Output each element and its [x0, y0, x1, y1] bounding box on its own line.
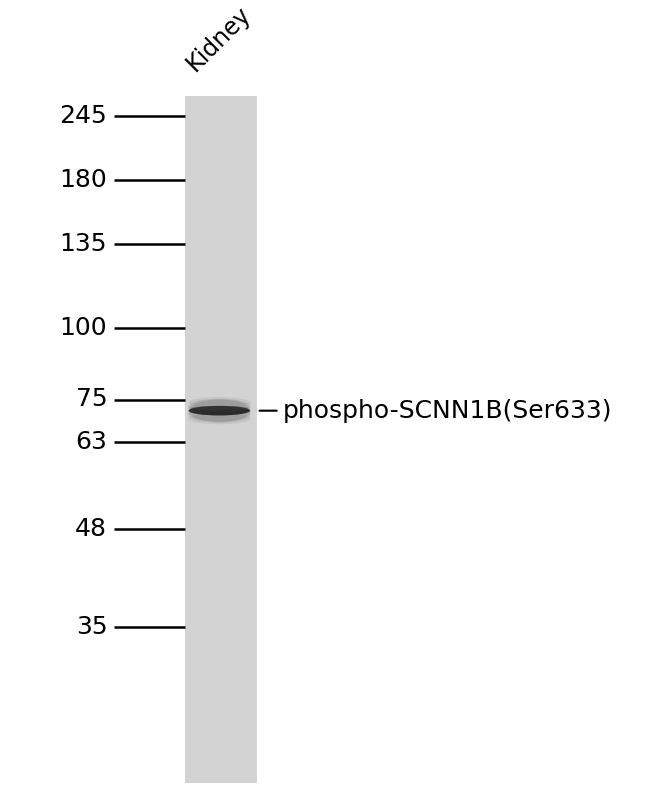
- Ellipse shape: [188, 413, 251, 424]
- Bar: [185, 96, 257, 783]
- Ellipse shape: [190, 406, 248, 411]
- Text: 245: 245: [60, 104, 107, 128]
- Text: 100: 100: [60, 316, 107, 340]
- Text: Kidney: Kidney: [181, 2, 255, 76]
- Ellipse shape: [188, 400, 251, 422]
- Ellipse shape: [188, 406, 250, 415]
- Text: 63: 63: [75, 430, 107, 454]
- Text: 180: 180: [60, 168, 107, 192]
- Ellipse shape: [188, 407, 251, 423]
- Text: 75: 75: [75, 388, 107, 411]
- Text: 35: 35: [75, 615, 107, 639]
- Text: 48: 48: [75, 517, 107, 541]
- Ellipse shape: [188, 397, 251, 408]
- Text: 135: 135: [60, 232, 107, 256]
- Ellipse shape: [188, 399, 251, 415]
- Text: phospho-SCNN1B(Ser633): phospho-SCNN1B(Ser633): [283, 399, 612, 423]
